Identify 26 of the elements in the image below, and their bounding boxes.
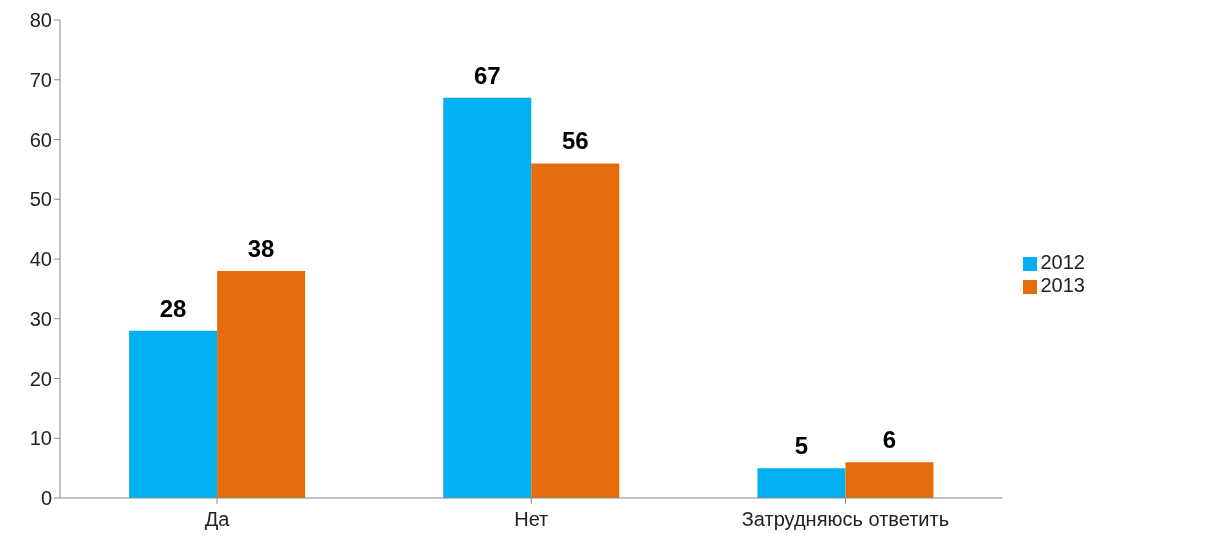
bar xyxy=(757,468,846,498)
y-tick-label: 60 xyxy=(29,128,52,151)
bar xyxy=(217,270,306,498)
legend-label: 2013 xyxy=(1040,274,1085,296)
y-tick-label: 50 xyxy=(29,188,52,211)
y-tick-label: 10 xyxy=(29,427,52,450)
x-tick-label: Нет xyxy=(514,508,549,531)
data-label: 6 xyxy=(882,426,897,454)
data-label: 38 xyxy=(247,234,275,262)
y-tick-label: 70 xyxy=(29,68,52,91)
y-tick-label: 20 xyxy=(29,367,52,390)
bar xyxy=(443,97,532,498)
x-tick-label: Затрудняюсь ответить xyxy=(741,508,950,531)
x-tick-label: Да xyxy=(204,508,231,531)
legend-label: 2012 xyxy=(1040,251,1085,273)
data-label: 67 xyxy=(473,61,501,89)
y-tick-label: 40 xyxy=(29,248,52,271)
y-tick-label: 0 xyxy=(40,487,52,510)
data-label: 28 xyxy=(159,294,187,322)
data-label: 56 xyxy=(561,127,589,155)
bar xyxy=(531,163,620,498)
bar xyxy=(845,462,934,498)
data-label: 5 xyxy=(794,432,809,460)
y-tick-label: 30 xyxy=(29,307,52,330)
bar xyxy=(129,330,218,498)
y-tick-label: 80 xyxy=(29,9,52,32)
